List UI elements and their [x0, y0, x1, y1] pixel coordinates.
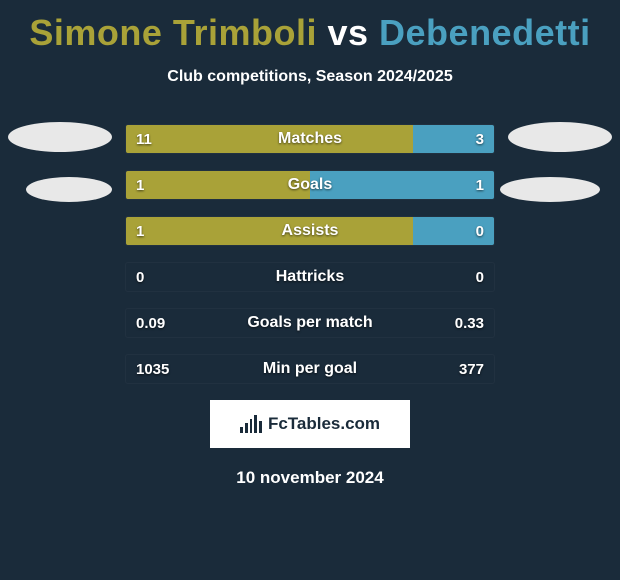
stat-bar-right	[413, 125, 494, 153]
comparison-date: 10 november 2024	[0, 468, 620, 488]
stat-row: 11Goals	[125, 170, 495, 200]
avatar-player1-b	[26, 177, 112, 202]
stat-value-right: 377	[459, 355, 484, 383]
stat-bar-left	[126, 171, 310, 199]
fctables-logo[interactable]: FcTables.com	[210, 400, 410, 448]
stat-bar-right	[413, 217, 494, 245]
stat-row: 0 0Hattricks	[125, 262, 495, 292]
bar-chart-icon	[240, 415, 262, 433]
title-player1: Simone Trimboli	[29, 12, 317, 53]
title-vs: vs	[327, 12, 368, 53]
stat-value-right: 0.33	[455, 309, 484, 337]
stat-row: 113Matches	[125, 124, 495, 154]
stat-value-right: 0	[476, 263, 484, 291]
stat-bar-left	[126, 125, 413, 153]
stat-bar-left	[126, 217, 413, 245]
stat-row: 0.09 0.33Goals per match	[125, 308, 495, 338]
stat-row: 1035 377Min per goal	[125, 354, 495, 384]
avatar-player1-a	[8, 122, 112, 152]
stat-value-left: 0.09	[136, 309, 165, 337]
comparison-title: Simone Trimboli vs Debenedetti	[0, 0, 620, 54]
stat-label: Goals per match	[126, 309, 494, 337]
avatar-player2-b	[500, 177, 600, 202]
stat-bar-right	[310, 171, 494, 199]
stat-value-left: 1035	[136, 355, 169, 383]
subtitle: Club competitions, Season 2024/2025	[0, 68, 620, 86]
stat-value-left: 0	[136, 263, 144, 291]
stat-label: Hattricks	[126, 263, 494, 291]
title-player2: Debenedetti	[379, 12, 591, 53]
stat-row: 10Assists	[125, 216, 495, 246]
avatar-player2-a	[508, 122, 612, 152]
stat-label: Min per goal	[126, 355, 494, 383]
logo-text: FcTables.com	[268, 414, 380, 434]
stats-bars: 113Matches 11Goals 10Assists 0 0Hattricks 0.0…	[125, 124, 495, 384]
